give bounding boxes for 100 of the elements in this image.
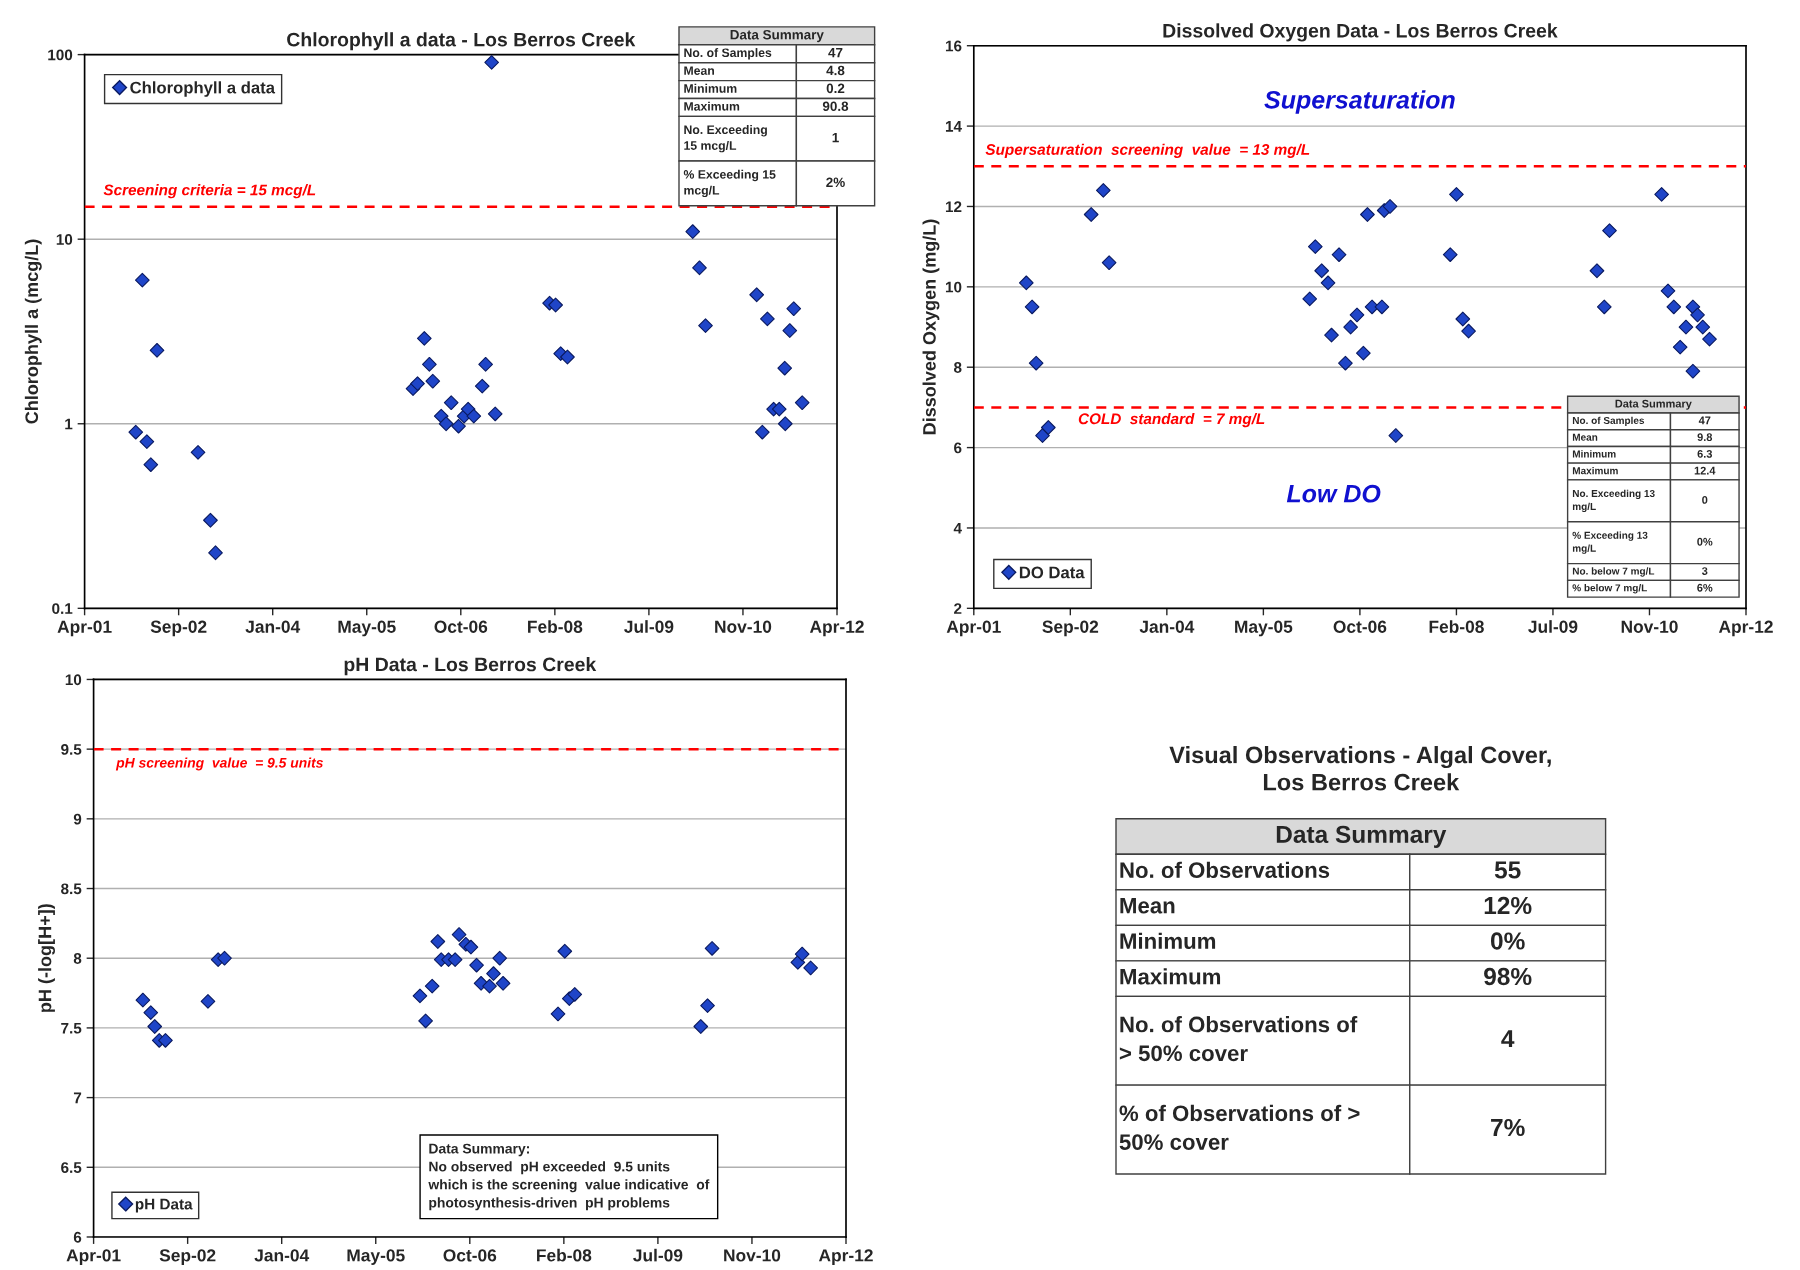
point xyxy=(1455,311,1471,327)
point xyxy=(749,287,765,303)
x-tick-label: May-05 xyxy=(347,1249,405,1265)
x-tick-label: Jul-09 xyxy=(624,620,674,633)
point xyxy=(1685,363,1701,379)
point xyxy=(1654,187,1669,202)
point xyxy=(143,457,159,473)
y-tick-label: 14 xyxy=(945,121,962,132)
point xyxy=(208,545,223,561)
point xyxy=(1302,291,1318,307)
x-tick-label: Oct-06 xyxy=(1333,620,1387,633)
text: Mean xyxy=(1120,898,1175,914)
point xyxy=(134,272,150,288)
annotation: No. of Samples xyxy=(1572,416,1645,426)
point xyxy=(1314,263,1330,279)
point xyxy=(1678,319,1694,335)
point xyxy=(158,1033,173,1048)
point xyxy=(1018,275,1034,291)
point xyxy=(474,378,490,394)
x-tick-label: Feb-08 xyxy=(537,1248,592,1262)
annotation: % below 7 mg/L xyxy=(1572,584,1647,594)
y-tick-label: 6.5 xyxy=(61,1162,82,1173)
annotation: % Exceeding 13 mg/L xyxy=(1572,531,1648,554)
point xyxy=(560,349,575,365)
y-tick-label: 0.1 xyxy=(52,603,73,615)
point xyxy=(128,424,144,440)
x-tick-label: May-05 xyxy=(1235,620,1293,637)
x-tick-label: Jul-09 xyxy=(1528,620,1578,633)
x-tick-label: Sep-02 xyxy=(159,1249,216,1265)
point xyxy=(548,297,563,313)
text: Data Summary xyxy=(730,29,824,43)
text: 55 xyxy=(1494,861,1521,879)
x-tick-label: Apr-12 xyxy=(818,1249,873,1265)
point xyxy=(1024,299,1040,315)
point xyxy=(203,512,218,528)
point xyxy=(1324,327,1339,343)
point xyxy=(692,260,707,276)
annotation: Maximum xyxy=(1572,466,1618,475)
annotation: No. of Samples xyxy=(684,48,772,60)
point xyxy=(1672,339,1688,355)
y-tick-label: 8 xyxy=(953,362,962,373)
point xyxy=(217,950,232,966)
x-tick-label: Apr-01 xyxy=(66,1249,121,1265)
x-tick-label: Oct-06 xyxy=(443,1249,497,1262)
point xyxy=(1660,283,1676,299)
text: Minimum xyxy=(1120,932,1216,950)
point xyxy=(139,434,155,450)
annotation: 47 xyxy=(1698,416,1711,425)
point xyxy=(1028,355,1044,371)
text: % of Observations of > 50% cover xyxy=(1119,1104,1360,1150)
annotation: 0% xyxy=(1697,537,1713,546)
y-tick-label: 7.5 xyxy=(61,1022,82,1034)
x-tick-label: Sep-02 xyxy=(150,620,207,637)
x-tick-label: Nov-10 xyxy=(1621,620,1678,633)
point xyxy=(1666,299,1682,315)
point xyxy=(1442,247,1458,263)
legend-label: Chlorophyll a data xyxy=(130,81,276,97)
x-tick-label: Apr-01 xyxy=(946,620,1001,637)
point xyxy=(492,950,508,966)
legend-label: pH Data xyxy=(135,1198,193,1213)
point xyxy=(794,395,810,411)
annotation: Data Summary: No observed pH exceeded 9.5 units which is the screening value indicative of photosynthesis-driven pH problems xyxy=(428,1143,710,1211)
x-tick-label: Nov-10 xyxy=(724,1249,781,1262)
text: No. of Observations of > 50% cover xyxy=(1119,1016,1358,1062)
point xyxy=(803,960,818,976)
point xyxy=(438,416,454,432)
point xyxy=(486,966,501,981)
annotation: 1 xyxy=(832,132,839,143)
point xyxy=(1040,420,1056,435)
point xyxy=(1343,319,1358,335)
y-axis-title: Dissolved Oxygen (mg/L) xyxy=(922,219,940,435)
y-tick-label: 10 xyxy=(56,234,73,245)
point xyxy=(567,987,583,1002)
text: No. of Observations xyxy=(1120,861,1330,879)
annotation: Minimum xyxy=(1572,450,1616,458)
text: 0% xyxy=(1490,932,1525,950)
point xyxy=(1320,275,1336,291)
point xyxy=(1596,299,1612,315)
point xyxy=(1349,307,1365,323)
annotation: 3 xyxy=(1701,567,1708,575)
annotation: Low DO xyxy=(1286,484,1381,503)
y-tick-label: 16 xyxy=(945,40,962,52)
y-axis-title: Chlorophyll a (mcg/L) xyxy=(24,239,42,424)
point xyxy=(1702,331,1717,347)
point xyxy=(451,418,466,434)
y-tick-label: 7 xyxy=(73,1092,82,1104)
y-tick-label: 9 xyxy=(73,813,82,825)
point xyxy=(1360,207,1375,222)
point xyxy=(754,424,770,440)
y-tick-label: 100 xyxy=(48,49,73,61)
point xyxy=(1356,345,1371,361)
y-axis-title: pH (-log[H+]) xyxy=(38,904,55,1012)
point xyxy=(447,952,463,967)
x-tick-label: Apr-12 xyxy=(809,620,864,637)
text: Visual Observations - Algal Cover, Los Berros Creek xyxy=(1169,746,1551,791)
x-tick-label: Sep-02 xyxy=(1042,620,1099,637)
annotation: Minimum xyxy=(684,83,737,93)
chart-title: Dissolved Oxygen Data - Los Berros Creek xyxy=(1163,23,1558,42)
chart-title: Chlorophyll a data - Los Berros Creek xyxy=(287,32,636,51)
point xyxy=(1589,263,1605,279)
